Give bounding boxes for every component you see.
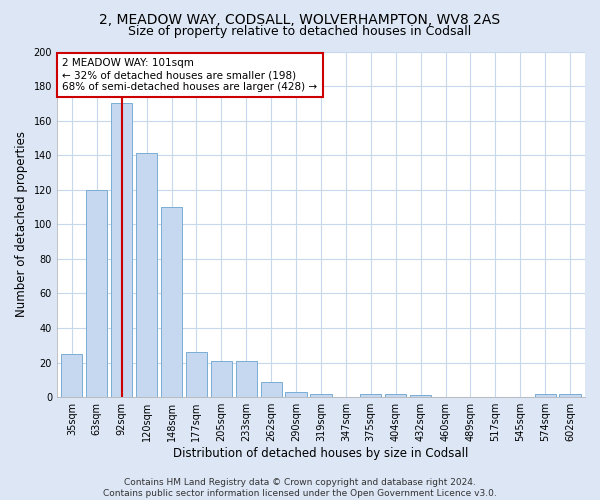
Bar — [260, 382, 282, 397]
Bar — [86, 190, 107, 397]
Text: 2 MEADOW WAY: 101sqm
← 32% of detached houses are smaller (198)
68% of semi-deta: 2 MEADOW WAY: 101sqm ← 32% of detached h… — [62, 58, 317, 92]
Bar — [136, 154, 157, 397]
Text: Size of property relative to detached houses in Codsall: Size of property relative to detached ho… — [128, 25, 472, 38]
Y-axis label: Number of detached properties: Number of detached properties — [15, 132, 28, 318]
Bar — [360, 394, 382, 397]
Bar — [186, 352, 207, 397]
Text: Contains HM Land Registry data © Crown copyright and database right 2024.
Contai: Contains HM Land Registry data © Crown c… — [103, 478, 497, 498]
X-axis label: Distribution of detached houses by size in Codsall: Distribution of detached houses by size … — [173, 447, 469, 460]
Bar — [61, 354, 82, 397]
Bar — [211, 361, 232, 397]
Bar — [286, 392, 307, 397]
Bar — [410, 396, 431, 397]
Bar — [236, 361, 257, 397]
Text: 2, MEADOW WAY, CODSALL, WOLVERHAMPTON, WV8 2AS: 2, MEADOW WAY, CODSALL, WOLVERHAMPTON, W… — [100, 12, 500, 26]
Bar — [559, 394, 581, 397]
Bar — [161, 207, 182, 397]
Bar — [310, 394, 332, 397]
Bar — [535, 394, 556, 397]
Bar — [385, 394, 406, 397]
Bar — [111, 104, 132, 397]
